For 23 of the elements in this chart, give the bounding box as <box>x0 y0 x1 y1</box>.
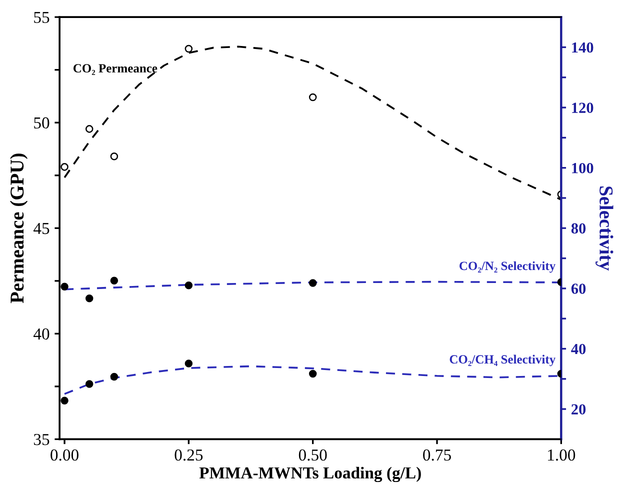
x-tick-label: 0.25 <box>174 449 203 461</box>
y-axis-title: Permeance (GPU) <box>10 154 28 304</box>
y2-tick-label: 140 <box>572 42 594 53</box>
y2-tick-label: 120 <box>572 102 594 113</box>
x-tick-label: 0.75 <box>423 449 451 461</box>
y2-tick-label: 60 <box>571 284 586 294</box>
x-tick-label: 0.50 <box>298 449 327 461</box>
x-axis-title: PMMA-MWNTs Loading (g/L) <box>199 466 421 482</box>
x-tick-label: 0.00 <box>50 449 78 461</box>
y-tick-label: 45 <box>34 222 50 234</box>
y-tick-label: 40 <box>34 328 50 340</box>
y2-axis-title: Selectivity <box>596 186 614 271</box>
y-tick-label: 55 <box>34 12 50 24</box>
y2-tick-label: 40 <box>571 344 586 354</box>
series-label: CO₂/CH₄ Selectivity <box>450 354 556 366</box>
y-tick-label: 50 <box>34 117 50 129</box>
y2-tick-label: 100 <box>572 162 594 174</box>
series-label: CO₂/N₂ Selectivity <box>460 261 556 273</box>
y2-tick-label: 80 <box>571 223 586 234</box>
y-tick-label: 35 <box>34 434 50 446</box>
x-tick-label: 1.00 <box>548 449 576 461</box>
y2-tick-label: 20 <box>572 404 586 414</box>
series-label: CO₂ Permeance <box>73 64 158 75</box>
